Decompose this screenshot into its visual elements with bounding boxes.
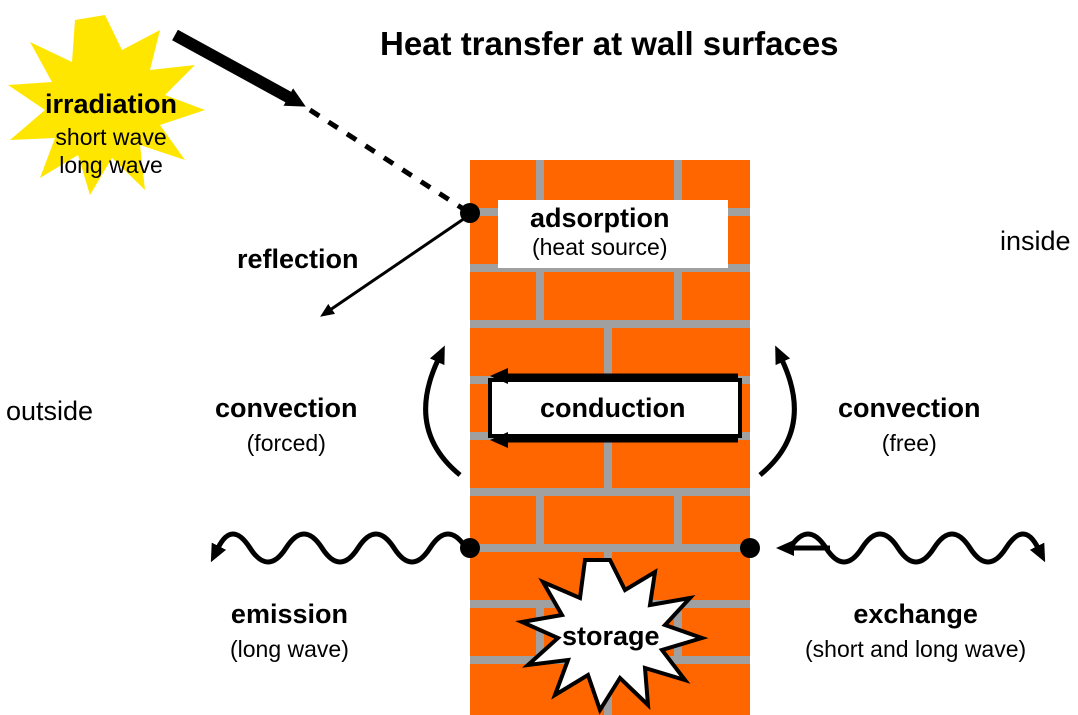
exchange-main: exchange [805, 598, 1026, 630]
adsorption-sub: (heat source) [530, 234, 670, 262]
adsorption-main: adsorption [530, 202, 670, 234]
emission-main: emission [230, 598, 349, 630]
irradiation-label: irradiation short wave long wave [45, 88, 177, 180]
convection-left-label: convection (forced) [215, 392, 358, 458]
convection-right-label: convection (free) [838, 392, 981, 458]
exchange-label: exchange (short and long wave) [805, 598, 1026, 664]
convection-right-arrow [760, 360, 794, 475]
convection-left-arrow [426, 360, 460, 475]
irradiation-sub2: long wave [45, 152, 177, 180]
emission-label: emission (long wave) [230, 598, 349, 664]
adsorption-label: adsorption (heat source) [530, 202, 670, 262]
exchange-sub: (short and long wave) [805, 636, 1026, 664]
convection-left-main: convection [215, 392, 358, 424]
outside-label: outside [6, 395, 93, 427]
convection-right-main: convection [838, 392, 981, 424]
inside-label: inside [1000, 225, 1071, 257]
irradiation-sub1: short wave [45, 124, 177, 152]
emission-wave [218, 534, 480, 562]
diagram-title: Heat transfer at wall surfaces [380, 25, 839, 63]
irradiation-main: irradiation [45, 88, 177, 120]
emission-sub: (long wave) [230, 636, 349, 664]
exchange-wave [740, 534, 1038, 562]
storage-label: storage [562, 620, 660, 652]
conduction-label: conduction [540, 392, 685, 424]
irradiation-dashed [310, 110, 465, 210]
reflection-label: reflection [237, 243, 359, 275]
convection-left-sub: (forced) [215, 430, 358, 458]
convection-right-sub: (free) [838, 430, 981, 458]
